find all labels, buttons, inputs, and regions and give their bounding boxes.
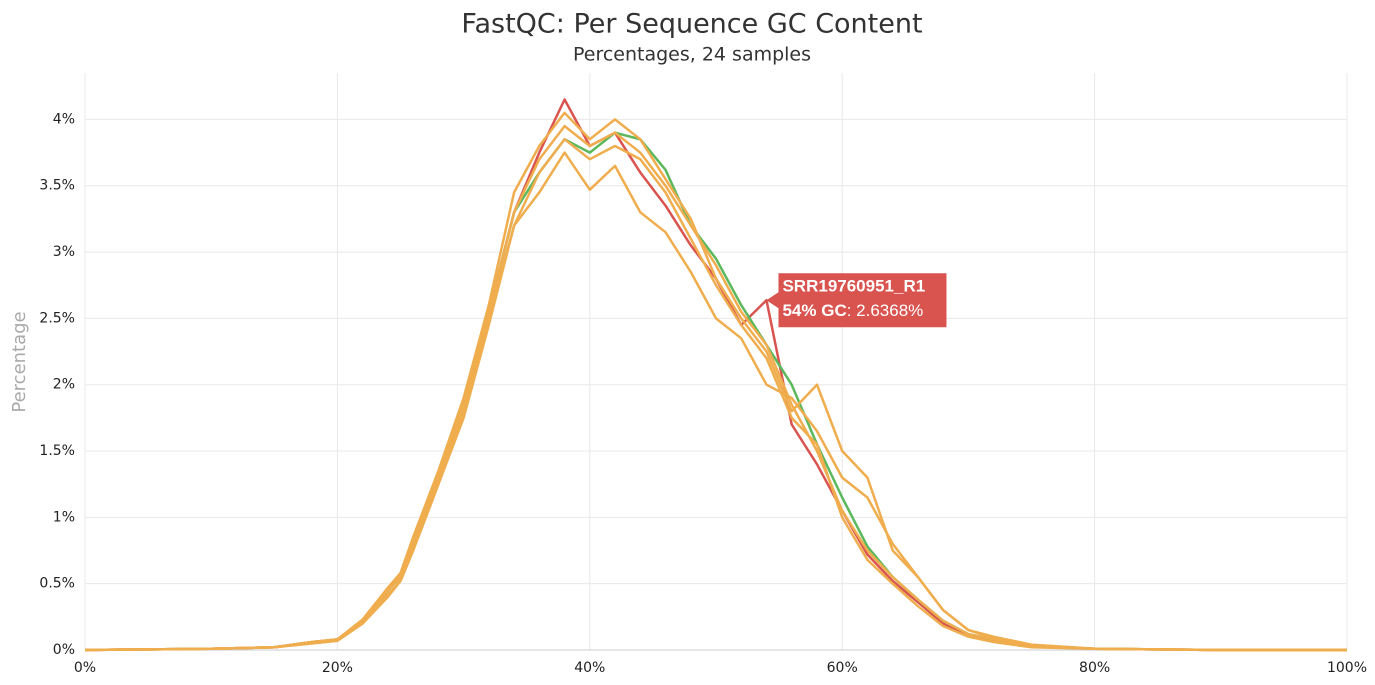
- series-line: [84, 138, 1347, 652]
- x-tick-label: 20%: [322, 660, 353, 676]
- series-line: [84, 98, 1347, 652]
- tooltip-value-label: : 2.6368%: [847, 302, 924, 321]
- y-tick-label: 3.5%: [39, 178, 75, 194]
- y-axis-label: Percentage: [9, 311, 30, 412]
- y-tick-label: 0%: [53, 642, 75, 658]
- y-tick-label: 1%: [53, 509, 75, 525]
- x-tick-label: 60%: [827, 660, 858, 676]
- chart-subtitle: Percentages, 24 samples: [573, 44, 811, 66]
- series-line: [84, 151, 1347, 652]
- tooltip-value: 54% GC: 2.6368%: [782, 302, 923, 321]
- x-tick-label: 0%: [74, 660, 96, 676]
- tooltip-x-label: 54% GC: [782, 302, 846, 321]
- x-tick-label: 80%: [1079, 660, 1110, 676]
- y-tick-label: 0.5%: [39, 576, 75, 592]
- y-tick-label: 3%: [53, 244, 75, 260]
- x-tick-label: 40%: [574, 660, 605, 676]
- tooltip-series-name: SRR19760951_R1: [782, 277, 925, 296]
- x-tick-label: 100%: [1327, 660, 1367, 676]
- series-line: [84, 131, 1347, 652]
- y-tick-label: 4%: [53, 111, 75, 127]
- chart-title: FastQC: Per Sequence GC Content: [461, 9, 922, 40]
- y-tick-label: 2%: [53, 377, 75, 393]
- tooltip-box: [766, 273, 947, 328]
- y-tick-label: 1.5%: [39, 443, 75, 459]
- y-tick-label: 2.5%: [39, 310, 75, 326]
- series-line: [84, 111, 1347, 652]
- series-line: [84, 124, 1347, 652]
